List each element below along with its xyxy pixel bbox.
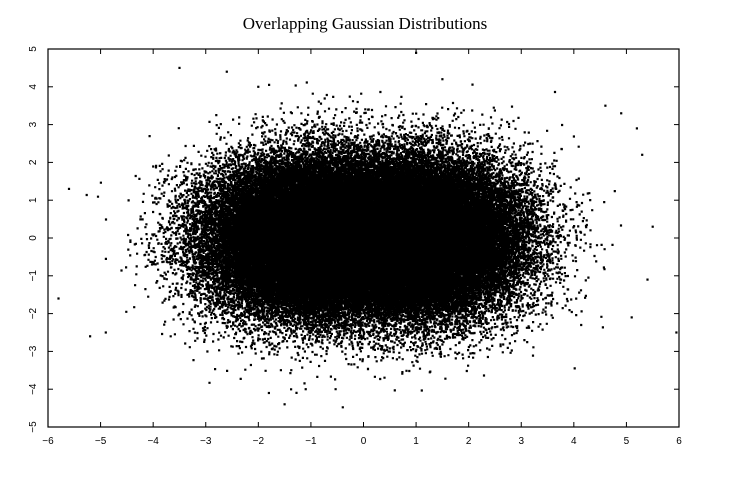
y-axis: −5 −4 −3 −2 −1 0 1 2 3 4 5	[28, 46, 679, 433]
outlier-point	[641, 153, 644, 156]
y-tick-label: 2	[28, 159, 39, 165]
x-tick-label: −6	[42, 436, 54, 447]
scatter-points	[57, 51, 678, 409]
y-tick-label: −1	[28, 270, 39, 282]
x-tick-label: −5	[95, 436, 107, 447]
x-tick-label: −2	[253, 436, 265, 447]
outlier-point	[67, 187, 71, 190]
outlier-point	[57, 297, 60, 300]
series-2-points	[189, 83, 623, 392]
x-axis: −6 −5 −4 −3 −2 −1 0 1 2 3 4 5 6	[42, 49, 682, 447]
x-tick-label: 0	[361, 436, 367, 447]
outlier-point	[441, 78, 444, 81]
y-tick-label: −3	[28, 345, 39, 357]
x-tick-label: 4	[571, 436, 577, 447]
outlier-point	[89, 335, 92, 338]
y-tick-label: −2	[28, 307, 39, 319]
y-tick-label: 0	[28, 235, 39, 241]
outlier-point	[635, 127, 638, 130]
x-tick-label: 2	[466, 436, 472, 447]
x-tick-label: 3	[518, 436, 524, 447]
y-tick-label: 5	[28, 46, 39, 52]
x-tick-label: 1	[413, 436, 419, 447]
outlier-point	[604, 104, 607, 107]
y-tick-label: −5	[28, 421, 39, 433]
outlier-point	[104, 331, 107, 334]
x-tick-label: −3	[200, 436, 212, 447]
y-tick-label: 1	[28, 197, 39, 203]
outlier-point	[651, 225, 654, 228]
outlier-point	[304, 388, 307, 391]
outlier-point	[630, 316, 633, 319]
outlier-point	[267, 391, 270, 395]
y-tick-label: 3	[28, 121, 39, 127]
outlier-point	[257, 85, 260, 88]
outlier-point	[225, 70, 228, 73]
x-tick-label: −1	[305, 436, 317, 447]
x-tick-label: 6	[676, 436, 682, 447]
outlier-point	[646, 278, 649, 281]
outlier-point	[178, 66, 181, 69]
outlier-point	[620, 112, 623, 115]
x-tick-label: −4	[147, 436, 159, 447]
outlier-point	[283, 403, 286, 406]
x-tick-label: 5	[624, 436, 630, 447]
y-tick-label: 4	[28, 84, 39, 90]
chart-title: Overlapping Gaussian Distributions	[243, 14, 488, 33]
y-tick-label: −4	[28, 383, 39, 395]
outlier-point	[675, 331, 678, 334]
